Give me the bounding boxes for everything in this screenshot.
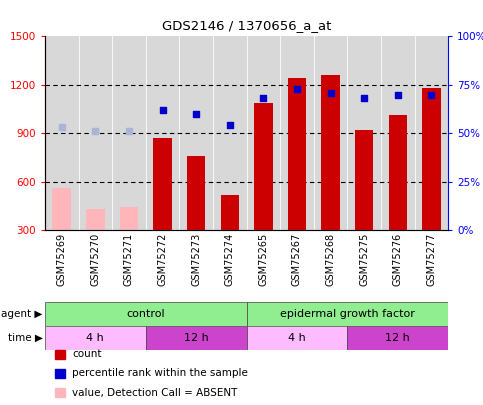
Text: agent ▶: agent ▶ — [1, 309, 43, 319]
Point — [259, 95, 267, 102]
Text: value, Detection Call = ABSENT: value, Detection Call = ABSENT — [72, 388, 238, 398]
Text: 4 h: 4 h — [288, 333, 306, 343]
Bar — [53, 188, 71, 230]
Text: count: count — [72, 349, 102, 359]
Point — [91, 128, 99, 134]
Bar — [247, 326, 347, 350]
Bar — [221, 194, 239, 230]
Bar — [187, 156, 205, 230]
Text: 12 h: 12 h — [184, 333, 209, 343]
Point — [125, 128, 133, 134]
Bar — [120, 207, 138, 230]
Bar — [146, 326, 247, 350]
Bar — [86, 209, 105, 230]
Bar — [254, 102, 272, 230]
Point — [427, 91, 435, 98]
Point — [159, 107, 167, 113]
Bar — [321, 75, 340, 230]
Text: 4 h: 4 h — [86, 333, 104, 343]
Bar — [422, 88, 440, 230]
Point — [226, 122, 234, 129]
Bar — [247, 302, 448, 326]
Point — [192, 111, 200, 117]
Bar — [45, 302, 247, 326]
Text: control: control — [127, 309, 165, 319]
Title: GDS2146 / 1370656_a_at: GDS2146 / 1370656_a_at — [162, 19, 331, 32]
Point — [394, 91, 402, 98]
Text: percentile rank within the sample: percentile rank within the sample — [72, 369, 248, 379]
Bar — [45, 326, 146, 350]
Bar — [347, 326, 448, 350]
Point — [327, 90, 334, 96]
Point — [360, 95, 368, 102]
Text: 12 h: 12 h — [385, 333, 410, 343]
Bar — [388, 115, 407, 230]
Bar — [153, 138, 172, 230]
Text: epidermal growth factor: epidermal growth factor — [280, 309, 415, 319]
Bar — [288, 79, 306, 230]
Point — [293, 85, 301, 92]
Text: time ▶: time ▶ — [8, 333, 43, 343]
Point — [58, 124, 66, 131]
Bar — [355, 130, 373, 230]
